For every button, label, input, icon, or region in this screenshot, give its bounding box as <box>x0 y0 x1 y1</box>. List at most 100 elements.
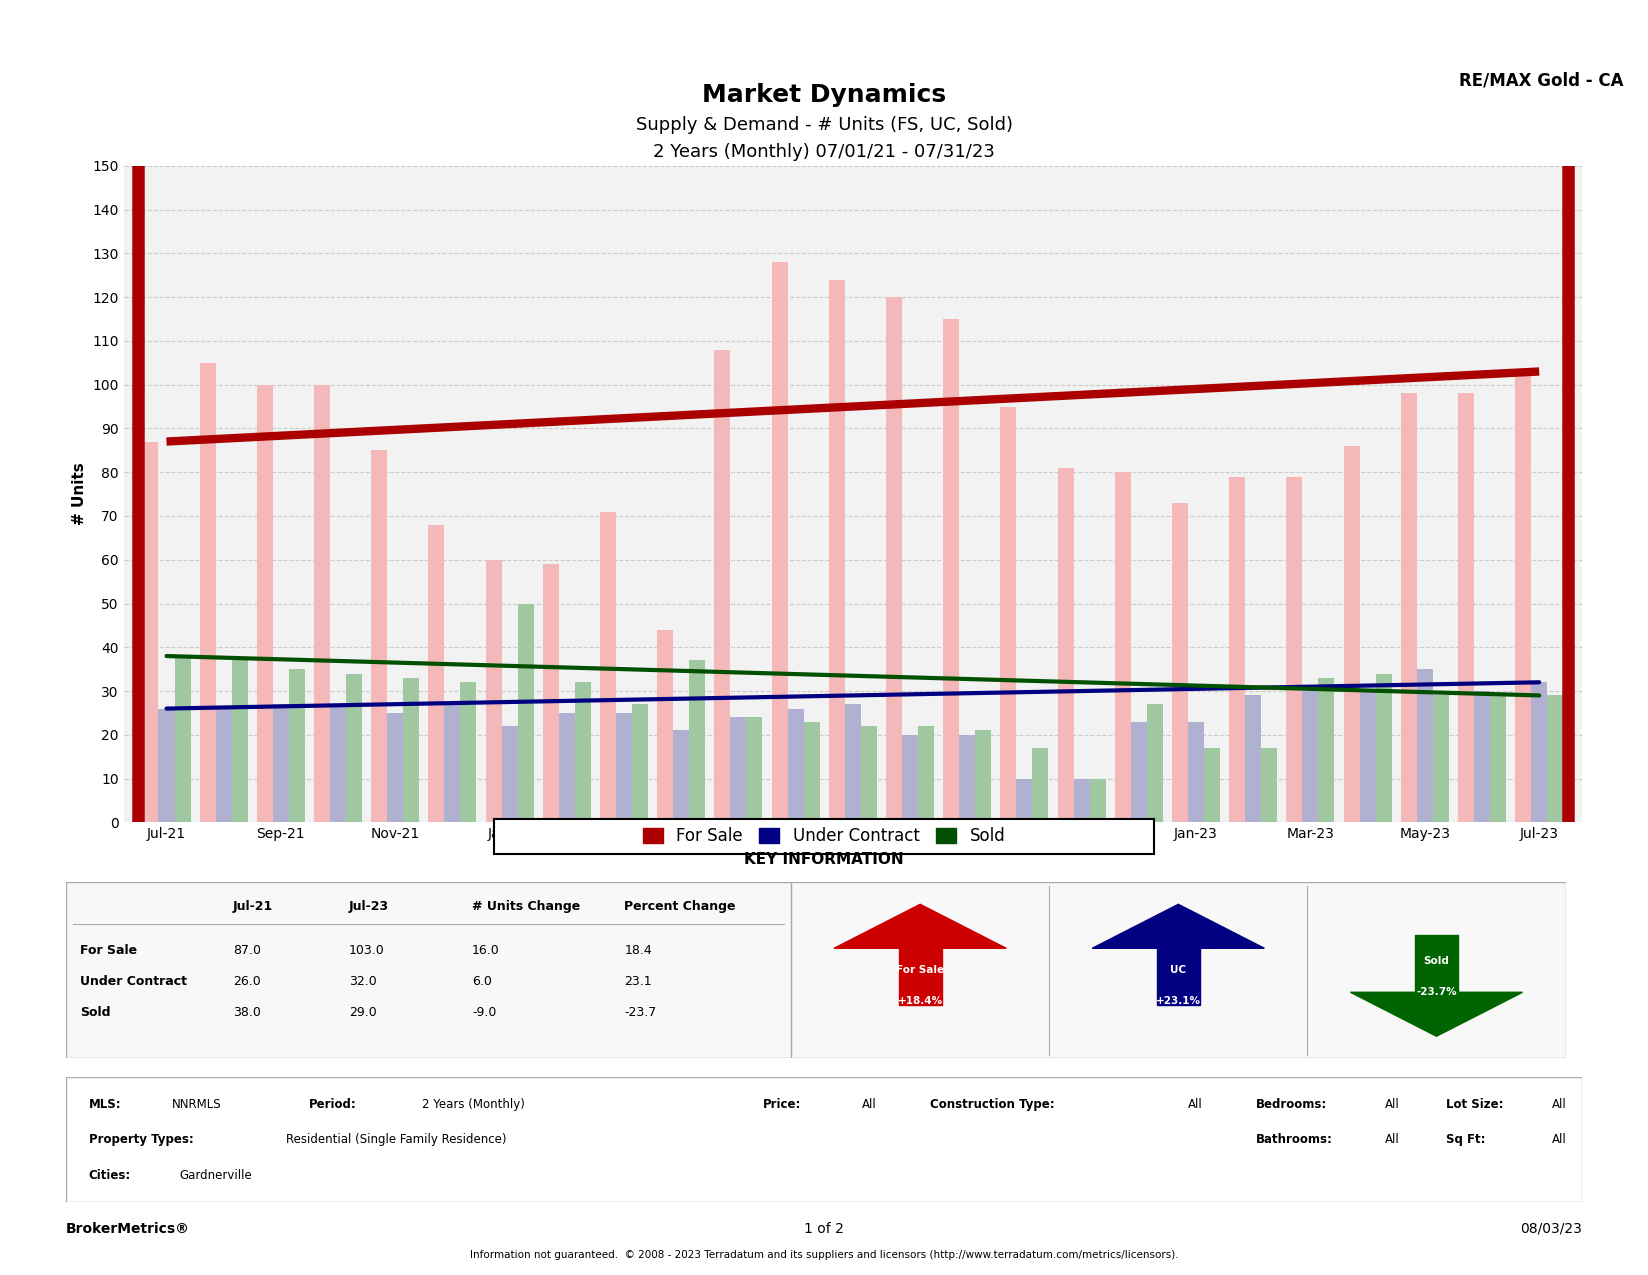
Bar <box>829 279 845 822</box>
Text: 18.4: 18.4 <box>625 944 653 958</box>
Text: 87.0: 87.0 <box>232 944 260 958</box>
Bar <box>1089 779 1106 822</box>
Text: All: All <box>1188 1098 1203 1111</box>
Bar <box>860 725 877 822</box>
Text: 1 of 2: 1 of 2 <box>804 1221 844 1235</box>
Text: All: All <box>1384 1098 1399 1111</box>
Text: All: All <box>862 1098 877 1111</box>
Bar <box>1114 472 1131 822</box>
Bar <box>387 713 404 822</box>
Bar <box>845 704 860 822</box>
Text: -23.7: -23.7 <box>625 1006 656 1019</box>
Text: 2 Years (Monthly): 2 Years (Monthly) <box>422 1098 526 1111</box>
Bar <box>1205 748 1220 822</box>
Text: Residential (Single Family Residence): Residential (Single Family Residence) <box>285 1133 506 1146</box>
Bar <box>199 362 216 822</box>
Bar <box>1473 691 1490 822</box>
Bar <box>1229 477 1246 822</box>
Polygon shape <box>1093 904 1264 949</box>
Bar <box>1515 371 1531 822</box>
Bar <box>575 682 592 822</box>
Bar <box>175 657 191 822</box>
Text: Period:: Period: <box>308 1098 356 1111</box>
Bar <box>404 678 419 822</box>
Bar <box>616 713 633 822</box>
Bar <box>346 673 363 822</box>
Text: For Sale: For Sale <box>81 944 137 958</box>
Text: All: All <box>1384 1133 1399 1146</box>
Bar <box>1287 477 1302 822</box>
Text: Information not guaranteed.  © 2008 - 2023 Terradatum and its suppliers and lice: Information not guaranteed. © 2008 - 202… <box>470 1251 1178 1261</box>
Y-axis label: # Units: # Units <box>71 463 87 525</box>
Text: All: All <box>1552 1098 1567 1111</box>
Bar <box>1246 695 1261 822</box>
Text: NNRMLS: NNRMLS <box>171 1098 222 1111</box>
Bar <box>633 704 648 822</box>
Bar <box>330 704 346 822</box>
Bar <box>445 704 460 822</box>
Text: Supply & Demand - # Units (FS, UC, Sold): Supply & Demand - # Units (FS, UC, Sold) <box>636 116 1012 134</box>
Bar <box>976 731 990 822</box>
Text: Jul-23: Jul-23 <box>349 900 389 913</box>
Bar <box>1416 935 1458 992</box>
Bar <box>1032 748 1048 822</box>
Text: 38.0: 38.0 <box>232 1006 260 1019</box>
Text: -23.7%: -23.7% <box>1416 987 1457 997</box>
Text: KEY INFORMATION: KEY INFORMATION <box>745 853 903 867</box>
Text: Market Dynamics: Market Dynamics <box>702 83 946 107</box>
Bar <box>257 385 274 822</box>
Bar <box>1432 695 1449 822</box>
Bar <box>158 709 175 822</box>
Bar <box>1058 468 1073 822</box>
Bar <box>918 725 934 822</box>
Bar <box>288 669 305 822</box>
Bar <box>788 709 804 822</box>
Text: Lot Size:: Lot Size: <box>1445 1098 1503 1111</box>
Text: Sold: Sold <box>81 1006 110 1019</box>
Bar <box>771 263 788 822</box>
Bar <box>371 450 387 822</box>
Bar <box>898 949 941 1006</box>
Bar <box>216 709 232 822</box>
Bar <box>1401 394 1417 822</box>
Text: Sq Ft:: Sq Ft: <box>1445 1133 1485 1146</box>
Bar <box>142 441 158 822</box>
Text: 08/03/23: 08/03/23 <box>1519 1221 1582 1235</box>
Bar <box>1131 722 1147 822</box>
Bar <box>959 734 976 822</box>
Text: 2 Years (Monthly) 07/01/21 - 07/31/23: 2 Years (Monthly) 07/01/21 - 07/31/23 <box>653 143 995 161</box>
Bar <box>1017 779 1032 822</box>
Text: 26.0: 26.0 <box>232 975 260 988</box>
Text: For Sale: For Sale <box>897 965 944 975</box>
Bar <box>559 713 575 822</box>
Text: RE/MAX Gold - CA: RE/MAX Gold - CA <box>1458 71 1623 89</box>
Bar <box>1147 704 1163 822</box>
Text: Bedrooms:: Bedrooms: <box>1256 1098 1327 1111</box>
Bar <box>232 660 247 822</box>
Bar <box>542 564 559 822</box>
Text: # Units Change: # Units Change <box>471 900 580 913</box>
Text: Gardnerville: Gardnerville <box>180 1169 252 1182</box>
Bar <box>1073 779 1089 822</box>
Bar <box>600 511 616 822</box>
Text: Sold: Sold <box>1424 956 1450 966</box>
Text: 23.1: 23.1 <box>625 975 653 988</box>
Text: 103.0: 103.0 <box>349 944 384 958</box>
Bar <box>1458 394 1473 822</box>
Bar <box>1172 502 1188 822</box>
Text: +23.1%: +23.1% <box>1155 996 1201 1006</box>
Text: Jul-21: Jul-21 <box>232 900 274 913</box>
Text: 6.0: 6.0 <box>471 975 491 988</box>
Bar <box>1417 669 1432 822</box>
Bar <box>943 319 959 822</box>
Bar <box>517 603 534 822</box>
Polygon shape <box>834 904 1007 949</box>
Bar <box>1261 748 1277 822</box>
Bar <box>674 731 689 822</box>
Text: BrokerMetrics®: BrokerMetrics® <box>66 1221 190 1235</box>
Bar <box>1318 678 1335 822</box>
Bar <box>1157 949 1200 1006</box>
Bar <box>315 385 330 822</box>
Text: 29.0: 29.0 <box>349 1006 376 1019</box>
Legend: For Sale, Under Contract, Sold: For Sale, Under Contract, Sold <box>636 821 1012 852</box>
